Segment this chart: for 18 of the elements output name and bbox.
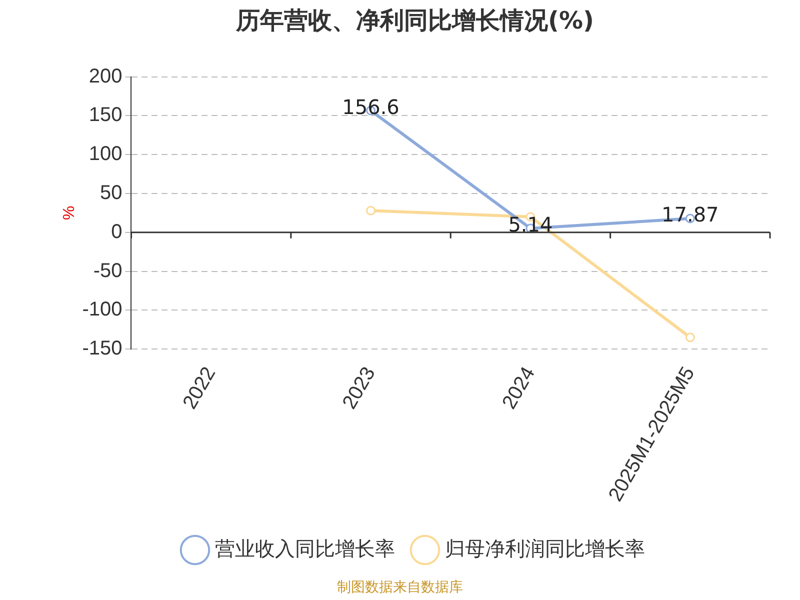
- y-tick-label: 150: [88, 104, 122, 126]
- point: [366, 206, 376, 216]
- data-label: 5.14: [508, 212, 553, 237]
- y-tick-label: -150: [82, 338, 122, 360]
- y-tick-label: 50: [100, 182, 122, 204]
- text: 制图数据来自数据库: [337, 580, 463, 596]
- legend-label: 归母净利润同比增长率: [445, 538, 645, 561]
- y-tick-label: -100: [82, 298, 122, 321]
- data-label: 17.87: [662, 202, 719, 227]
- y-tick-label: -50: [93, 260, 122, 282]
- legend-label: 营业收入同比增长率: [215, 538, 395, 561]
- y-tick-label: 100: [88, 143, 122, 166]
- chart-title: 历年营收、净利同比增长情况(%): [235, 6, 594, 35]
- y-tick-label: 200: [88, 65, 122, 88]
- y-axis-title: %: [61, 206, 78, 220]
- point: [685, 332, 695, 342]
- y-tick-label: 0: [111, 220, 122, 243]
- data-label: 156.6: [342, 94, 400, 119]
